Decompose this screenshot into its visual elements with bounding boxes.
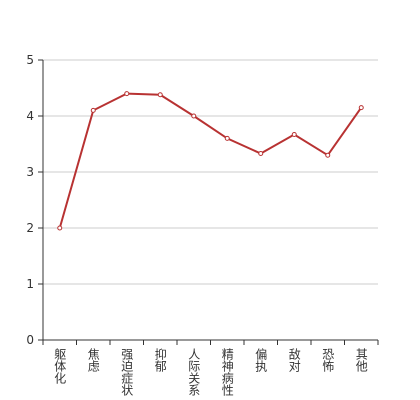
x-tick-label: 敌对 — [287, 347, 301, 372]
point — [291, 131, 297, 137]
point — [57, 225, 63, 231]
y-tick-label: 1 — [26, 277, 34, 291]
point — [157, 92, 163, 98]
y-tick-label: 4 — [26, 109, 34, 123]
y-tick-label: 5 — [26, 53, 34, 67]
y-tick-label: 2 — [26, 221, 34, 235]
x-tick-label: 焦虑 — [86, 348, 100, 372]
x-tick-label: 偏执 — [254, 347, 268, 373]
point — [258, 151, 264, 157]
y-tick-label: 0 — [26, 333, 34, 347]
point — [358, 105, 364, 111]
x-tick-label: 其他 — [354, 348, 368, 372]
x-tick-label: 躯体化 — [53, 347, 67, 385]
point — [325, 152, 331, 158]
line — [58, 92, 363, 229]
y-tick-label: 3 — [26, 165, 34, 179]
point — [191, 113, 197, 119]
x-tick-label: 抑郁 — [153, 347, 167, 373]
x-tick-label: 强迫症状 — [120, 348, 134, 396]
x-tick-label: 精神病性 — [220, 348, 234, 397]
point — [124, 91, 130, 97]
point — [90, 107, 96, 113]
x-tick-label: 恐怖 — [321, 348, 335, 372]
x-tick-label: 人际关系 — [187, 348, 201, 396]
point — [224, 135, 230, 141]
